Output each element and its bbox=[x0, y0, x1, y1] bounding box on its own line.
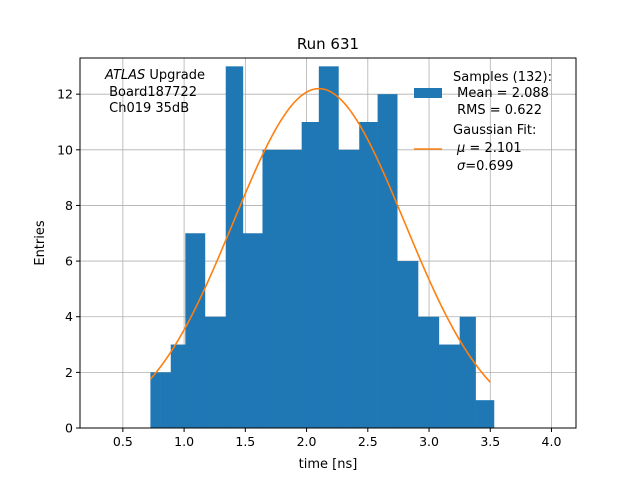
x-tick-label-7: 4.0 bbox=[542, 434, 562, 449]
chart-title: Run 631 bbox=[297, 35, 359, 53]
legend: Samples (132): Mean = 2.088 RMS = 0.622 … bbox=[414, 70, 552, 174]
x-tick-label-6: 3.5 bbox=[480, 434, 500, 449]
histogram-bar-3 bbox=[185, 233, 206, 428]
x-tick-label-3: 2.0 bbox=[297, 434, 317, 449]
legend-samples-mean: Mean = 2.088 bbox=[453, 86, 549, 101]
histogram-bar-13 bbox=[397, 261, 419, 428]
histogram-bar-7 bbox=[262, 149, 302, 428]
annotation-upgrade: Upgrade bbox=[145, 68, 205, 83]
histogram-bar-6 bbox=[242, 233, 263, 428]
legend-samples-rms: RMS = 0.622 bbox=[453, 103, 542, 118]
y-axis-title: Entries bbox=[33, 220, 48, 266]
histogram-bar-15 bbox=[438, 344, 460, 428]
histogram-bar-11 bbox=[359, 121, 378, 429]
plot-frame bbox=[79, 57, 577, 429]
histogram-bar-12 bbox=[377, 94, 398, 429]
svg-text:ATLAS Upgrade: ATLAS Upgrade bbox=[104, 68, 205, 83]
svg-text:μ = 2.101: μ = 2.101 bbox=[456, 141, 522, 156]
legend-fit-mu-symbol: μ bbox=[456, 141, 465, 156]
x-tick-label-1: 1.0 bbox=[174, 434, 194, 449]
x-tick-label-5: 3.0 bbox=[419, 434, 439, 449]
histogram-bar-0 bbox=[150, 372, 161, 428]
legend-fit-mu-value: = 2.101 bbox=[465, 141, 521, 156]
histogram-bar-16 bbox=[459, 316, 476, 428]
histogram-bar-8 bbox=[301, 121, 320, 429]
histogram-bars bbox=[150, 66, 495, 429]
histogram-bar-1 bbox=[160, 372, 172, 428]
run-annotation: ATLAS Upgrade Board187722 Ch019 35dB bbox=[104, 68, 205, 116]
histogram-bar-2 bbox=[170, 344, 186, 428]
y-tick-label-0: 0 bbox=[65, 421, 73, 436]
y-tick-label-1: 2 bbox=[65, 365, 73, 380]
x-axis-ticks: 0.5 1.0 1.5 2.0 2.5 3.0 3.5 4.0 bbox=[113, 428, 562, 449]
y-tick-label-6: 12 bbox=[57, 87, 73, 102]
x-axis-title: time [ns] bbox=[299, 457, 358, 472]
y-tick-label-3: 6 bbox=[65, 254, 73, 269]
legend-samples-title: Samples (132): bbox=[453, 70, 552, 85]
gaussian-fit-curve bbox=[149, 87, 491, 383]
legend-fit-sigma-symbol: σ bbox=[457, 159, 466, 174]
y-tick-label-4: 8 bbox=[65, 198, 73, 213]
histogram-bar-17 bbox=[475, 400, 495, 428]
histogram-bar-14 bbox=[418, 316, 440, 428]
annotation-channel: Ch019 35dB bbox=[105, 101, 189, 116]
y-axis-ticks: 0 2 4 6 8 10 12 bbox=[57, 87, 80, 436]
legend-samples-swatch bbox=[414, 88, 442, 98]
y-tick-label-5: 10 bbox=[57, 142, 73, 157]
legend-fit-title: Gaussian Fit: bbox=[453, 123, 536, 138]
annotation-board: Board187722 bbox=[105, 85, 197, 100]
svg-text:σ=0.699: σ=0.699 bbox=[457, 159, 513, 174]
histogram-bar-9 bbox=[318, 66, 339, 429]
histogram-bar-4 bbox=[204, 316, 227, 428]
histogram-bar-10 bbox=[338, 149, 360, 428]
annotation-atlas: ATLAS bbox=[104, 68, 145, 83]
y-tick-label-2: 4 bbox=[65, 309, 73, 324]
x-tick-label-4: 2.5 bbox=[358, 434, 378, 449]
x-tick-label-0: 0.5 bbox=[113, 434, 133, 449]
x-tick-label-2: 1.5 bbox=[235, 434, 255, 449]
legend-fit-sigma-value: =0.699 bbox=[465, 159, 513, 174]
histogram-bar-5 bbox=[225, 66, 244, 429]
